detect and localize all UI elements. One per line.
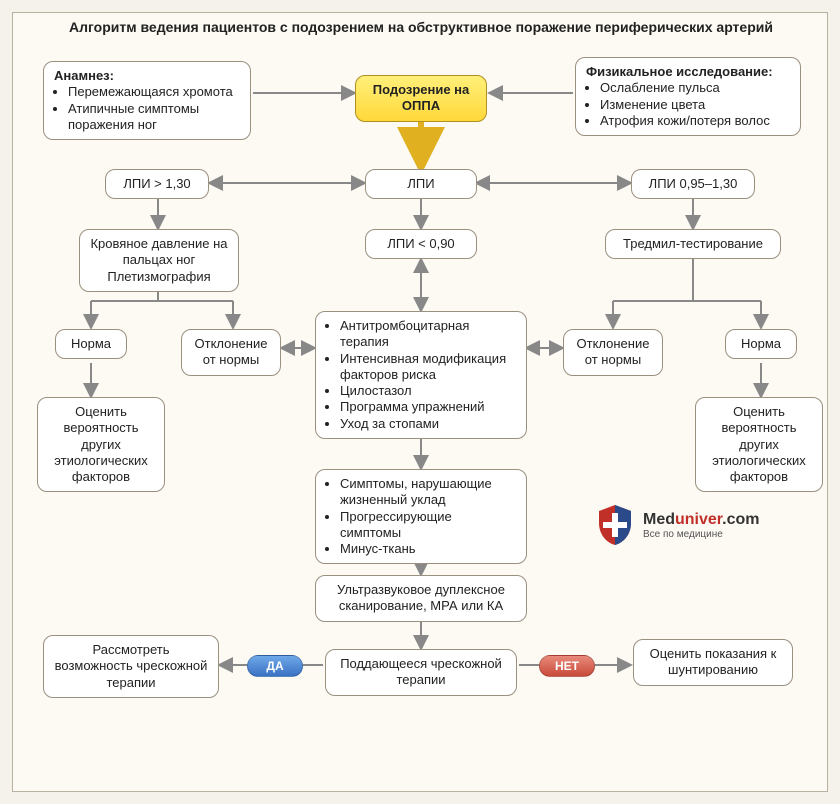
node-percut-question: Поддающееся чрескожной терапии — [325, 649, 517, 696]
node-norm-right: Норма — [725, 329, 797, 359]
wm-suffix: .com — [722, 511, 759, 528]
node-eval-right: Оценить вероятность других этиологически… — [695, 397, 823, 492]
therapy-item-5: Уход за стопами — [340, 416, 516, 432]
node-anamnesis: Анамнез: Перемежающаяся хромота Атипичны… — [43, 61, 251, 140]
node-consider-percut: Рассмотреть возможность чрескожной терап… — [43, 635, 219, 698]
therapy-item-1: Антитромбоцитарная терапия — [340, 318, 516, 351]
therapy-item-2: Интенсивная модификация факторов риска — [340, 351, 516, 384]
flowchart-canvas: Алгоритм ведения пациентов с подозрением… — [12, 12, 828, 792]
node-symptoms: Симптомы, нарушающие жизненный уклад Про… — [315, 469, 527, 564]
pill-yes: ДА — [247, 655, 303, 677]
node-lpi-gt: ЛПИ > 1,30 — [105, 169, 209, 199]
anamnesis-header: Анамнез: — [54, 68, 114, 83]
node-lpi: ЛПИ — [365, 169, 477, 199]
watermark: Meduniver.com Все по медицине — [595, 503, 759, 547]
node-physical-exam: Физикальное исследование: Ослабление пул… — [575, 57, 801, 136]
anamnesis-item-1: Перемежающаяся хромота — [68, 84, 240, 100]
node-lpi-range: ЛПИ 0,95–1,30 — [631, 169, 755, 199]
node-eval-left: Оценить вероятность других этиологически… — [37, 397, 165, 492]
node-therapy: Антитромбоцитарная терапия Интенсивная м… — [315, 311, 527, 439]
symptoms-item-2: Прогрессирующие симптомы — [340, 509, 516, 542]
therapy-item-4: Программа упражнений — [340, 399, 516, 415]
therapy-item-3: Цилостазол — [340, 383, 516, 399]
node-dev-right: Отклонение от нормы — [563, 329, 663, 376]
chart-title: Алгоритм ведения пациентов с подозрением… — [13, 19, 829, 35]
node-imaging: Ультразвуковое дуплексное сканирование, … — [315, 575, 527, 622]
watermark-name: Meduniver.com — [643, 511, 759, 529]
node-eval-bypass: Оценить показания к шунтированию — [633, 639, 793, 686]
node-bp-toes: Кровяное давление на пальцах ног Плетизм… — [79, 229, 239, 292]
anamnesis-item-2: Атипичные симптомы поражения ног — [68, 101, 240, 134]
wm-prefix: Med — [643, 511, 675, 528]
node-dev-left: Отклонение от нормы — [181, 329, 281, 376]
phys-item-2: Изменение цвета — [600, 97, 790, 113]
phys-item-3: Атрофия кожи/потеря волос — [600, 113, 790, 129]
node-lpi-lt: ЛПИ < 0,90 — [365, 229, 477, 259]
wm-red: univer — [675, 511, 722, 528]
phys-header: Физикальное исследование: — [586, 64, 773, 79]
symptoms-item-3: Минус-ткань — [340, 541, 516, 557]
phys-item-1: Ослабление пульса — [600, 80, 790, 96]
watermark-subtitle: Все по медицине — [643, 529, 759, 540]
node-norm-left: Норма — [55, 329, 127, 359]
node-suspicion: Подозрение на ОППА — [355, 75, 487, 122]
shield-icon — [595, 503, 635, 547]
symptoms-item-1: Симптомы, нарушающие жизненный уклад — [340, 476, 516, 509]
node-treadmill: Тредмил-тестирование — [605, 229, 781, 259]
pill-no: НЕТ — [539, 655, 595, 677]
